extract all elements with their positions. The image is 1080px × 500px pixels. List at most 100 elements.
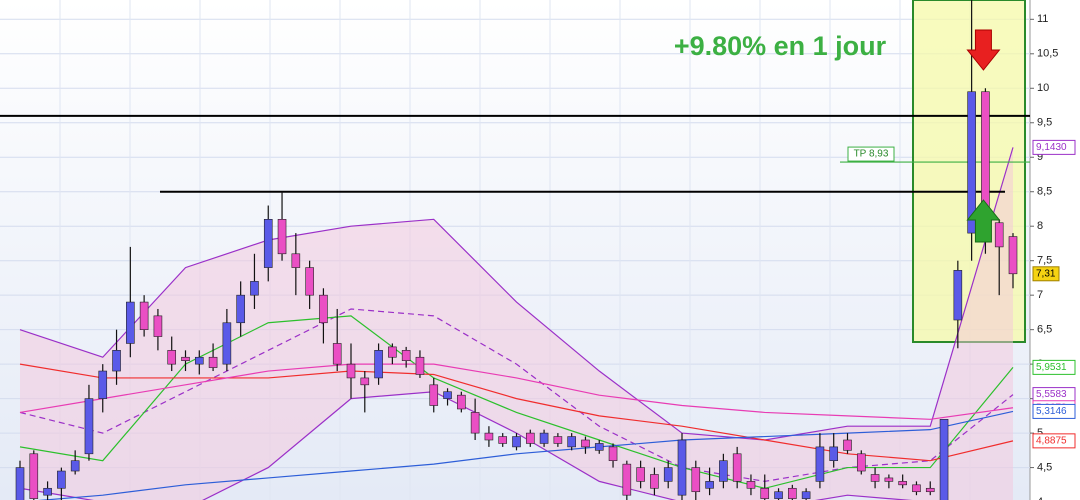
candle-body — [236, 294, 245, 324]
candle-body — [553, 436, 563, 444]
candle-body — [139, 301, 149, 330]
candle-body — [884, 477, 894, 482]
candle-body — [470, 412, 480, 434]
candle-body — [126, 301, 135, 344]
last-price-label: 7,31 — [1036, 268, 1056, 279]
last-value-box — [1032, 139, 1076, 155]
candle-body — [967, 91, 976, 234]
candle-body — [484, 432, 494, 441]
candle-body — [319, 294, 328, 324]
band-fill — [20, 147, 1013, 500]
candle-body — [57, 470, 66, 489]
candle-body — [388, 346, 397, 358]
y-tick-label: 10 — [1037, 82, 1049, 94]
candle-body — [194, 356, 204, 365]
y-tick-label: 6,5 — [1037, 324, 1052, 336]
candle-body — [443, 391, 452, 399]
candle-body — [622, 463, 632, 496]
overlay: TP 8,93 — [847, 29, 1001, 243]
last-value-label: 4,8875 — [1036, 436, 1067, 447]
indicator-line — [19, 391, 913, 500]
y-tick-label: 4,5 — [1037, 461, 1052, 473]
target-label-box — [847, 146, 895, 162]
candle-body — [15, 467, 25, 500]
candle-body — [429, 384, 439, 406]
candle-body — [829, 446, 839, 461]
candle-body — [1008, 236, 1018, 275]
candle-body — [539, 432, 549, 444]
candle-body — [788, 487, 797, 499]
candle-body — [84, 398, 94, 455]
candle-body — [581, 439, 590, 448]
indicator-line — [37, 410, 1014, 500]
indicator-line — [19, 147, 1014, 441]
target-label: TP 8,93 — [854, 149, 889, 160]
down-arrow — [966, 29, 1001, 71]
y-tick-label: 4 — [1037, 496, 1043, 500]
candle-body — [870, 474, 880, 482]
candle-body — [112, 350, 121, 372]
candle-body — [898, 481, 907, 486]
plot — [0, 0, 1030, 500]
candle-body — [525, 432, 535, 444]
y-tick-label: 11 — [1037, 13, 1048, 25]
y-tick-label: 8 — [1037, 220, 1043, 232]
candle-body — [567, 436, 576, 448]
up-arrow — [966, 199, 1001, 243]
candle-body — [732, 453, 742, 482]
candle-body — [277, 219, 287, 255]
y-tick-label: 7,5 — [1037, 255, 1052, 267]
candle-body — [208, 356, 218, 368]
candle-body — [512, 436, 521, 448]
y-tick-label: 5 — [1037, 427, 1043, 439]
candle-body — [939, 419, 949, 500]
candle-body — [457, 394, 466, 410]
candle-body — [953, 270, 963, 321]
y-tick-label: 7 — [1037, 289, 1043, 301]
last-price-box — [1032, 266, 1060, 282]
indicator-line — [19, 363, 1014, 420]
y-tick-label: 9,5 — [1037, 117, 1052, 129]
candle-body — [498, 436, 508, 444]
candle-body — [98, 370, 108, 399]
candle-body — [360, 377, 370, 386]
candle-body — [415, 356, 425, 375]
candle-body — [222, 322, 232, 365]
candle-body — [29, 453, 39, 499]
y-tick-label: 8,5 — [1037, 186, 1052, 198]
last-value-box — [1032, 403, 1076, 419]
candle-body — [746, 481, 756, 489]
candle-body — [70, 460, 80, 472]
candle-body — [815, 446, 825, 482]
candle-body — [374, 350, 383, 379]
candle-body — [291, 253, 301, 268]
candle-body — [305, 267, 314, 296]
candle-body — [181, 356, 190, 361]
candle-body — [401, 350, 411, 361]
candle-body — [263, 219, 273, 268]
candle-body — [153, 315, 163, 337]
candle-body — [608, 446, 618, 461]
y-tick-label: 10,5 — [1037, 48, 1058, 60]
candle-body — [843, 439, 852, 451]
annotation: +9.80% en 1 jour — [674, 31, 887, 61]
last-value-box — [1032, 359, 1076, 375]
candle-body — [636, 467, 645, 482]
candle-body — [719, 460, 728, 482]
last-value-label: 5,3146 — [1036, 406, 1067, 417]
candle-body — [43, 487, 52, 496]
last-value-label: 5,5583 — [1036, 389, 1067, 400]
candle-body — [856, 453, 866, 472]
candle-body — [994, 222, 1004, 248]
candle-body — [912, 484, 921, 493]
candle-body — [705, 481, 714, 489]
candle-body — [594, 443, 604, 451]
candle-body — [774, 491, 783, 499]
axis-background — [1030, 0, 1080, 500]
last-value-box — [1032, 433, 1076, 449]
candle-body — [760, 487, 770, 499]
candle-body — [346, 363, 356, 379]
candle-body — [650, 474, 659, 489]
candle-body — [801, 491, 811, 499]
